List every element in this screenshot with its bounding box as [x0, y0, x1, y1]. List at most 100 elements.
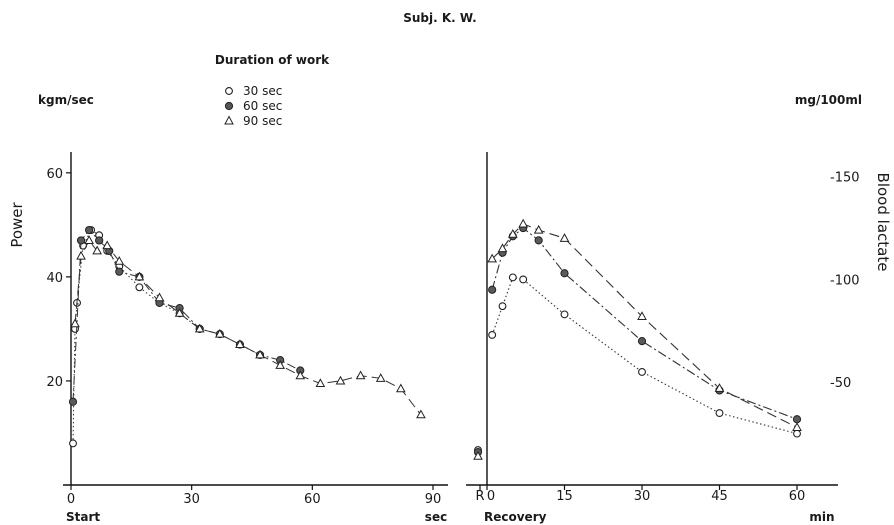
right-data-point [488, 330, 497, 339]
right-rest-point [473, 450, 483, 460]
right-data-point [559, 233, 570, 242]
right-data-point [560, 269, 569, 278]
left-y-tick-label: 20 [46, 375, 63, 390]
left-data-point [315, 378, 326, 388]
right-data-point [534, 236, 543, 245]
filled-circle-icon [224, 101, 234, 111]
left-y-unit: kgm/sec [38, 93, 94, 107]
right-data-point [508, 273, 517, 282]
right-data-point [638, 367, 646, 376]
left-x-tick-label: 0 [67, 492, 75, 507]
left-x-tick-label: 30 [183, 492, 200, 507]
left-data-point [134, 271, 145, 281]
left-data-point [335, 375, 346, 385]
left-data-point [92, 245, 102, 255]
right-data-point [518, 218, 529, 228]
right-series-60-sec [473, 223, 802, 457]
left-data-point [214, 328, 225, 338]
right-x-tick-label: 0 [487, 489, 495, 504]
left-data-point [85, 225, 94, 235]
right-data-point [497, 243, 508, 253]
left-data-point [375, 373, 386, 382]
right-data-point [793, 429, 801, 438]
right-series-line [491, 276, 798, 435]
right-y-tick-label: -100 [830, 273, 860, 288]
right-y-tick-label: -50 [830, 376, 851, 391]
right-data-point [714, 383, 725, 392]
left-x-tick-label: 90 [425, 492, 442, 507]
left-data-point [355, 370, 366, 380]
right-x-tick-label: 30 [634, 489, 651, 504]
right-data-point [792, 415, 802, 424]
left-x-unit: sec [425, 510, 447, 524]
left-data-point [295, 370, 306, 380]
right-x-tick-label: 60 [789, 489, 806, 504]
left-x-tick-label: 60 [304, 492, 321, 507]
left-data-point [174, 308, 185, 317]
right-x-unit: min [809, 510, 834, 524]
chart-title: Subj. K. W. [403, 11, 476, 25]
left-data-point [102, 240, 113, 250]
right-y-unit: mg/100ml [795, 93, 862, 107]
left-series-line [72, 229, 301, 402]
legend: Duration of work 30 sec 60 sec 90 sec [215, 53, 330, 128]
left-y-tick-label: 40 [46, 271, 63, 286]
left-data-point [68, 397, 78, 406]
right-x-start-label: Recovery [484, 510, 547, 524]
left-data-point [69, 439, 77, 448]
left-series-line [74, 239, 422, 416]
legend-label-90: 90 sec [243, 114, 282, 128]
right-data-point [519, 275, 528, 284]
right-y-label: Blood lactate [874, 173, 892, 272]
left-data-point [255, 349, 265, 359]
right-data-point [560, 310, 569, 319]
legend-entry-60: 60 sec [224, 99, 282, 113]
right-data-point [792, 422, 802, 431]
right-x-tick-label: 45 [711, 489, 728, 504]
left-data-point [194, 323, 205, 333]
left-series-90-sec [70, 235, 426, 419]
left-data-point [395, 383, 406, 393]
left-panel-power: 0 30 60 90 20 40 60 [46, 152, 448, 507]
right-data-point [637, 311, 647, 320]
right-panel-blood-lactate: 0 15 30 45 60 -50 -100 -150 [466, 152, 860, 504]
left-data-point [115, 267, 124, 276]
right-data-point [533, 224, 544, 234]
open-circle-icon [225, 87, 233, 95]
right-series-30-sec [474, 273, 801, 455]
legend-entry-30: 30 sec [225, 84, 282, 98]
right-series-line [491, 227, 798, 420]
legend-entry-90: 90 sec [224, 114, 282, 128]
legend-title: Duration of work [215, 53, 330, 67]
right-series-90-sec [473, 218, 802, 460]
right-data-point [715, 409, 724, 418]
left-x-start-label: Start [66, 510, 100, 524]
right-data-point [507, 228, 518, 238]
left-data-point [95, 236, 104, 245]
rest-tick-label: R [475, 489, 484, 504]
left-data-point [114, 256, 125, 265]
right-y-tick-label: -150 [830, 171, 860, 186]
left-data-point [84, 235, 94, 244]
left-y-label: Power [8, 201, 26, 247]
right-data-point [488, 285, 497, 294]
left-data-point [76, 250, 86, 260]
left-data-point [70, 318, 80, 328]
open-triangle-icon [224, 115, 234, 125]
right-x-tick-label: 15 [556, 489, 573, 504]
right-data-point [487, 253, 498, 263]
legend-label-60: 60 sec [243, 99, 282, 113]
left-data-point [135, 283, 144, 292]
left-data-point [416, 409, 426, 419]
right-data-point [498, 302, 507, 311]
left-data-point [235, 339, 245, 349]
left-data-point [154, 292, 165, 302]
legend-label-30: 30 sec [243, 84, 282, 98]
left-series-30-sec [69, 226, 204, 448]
right-data-point [637, 337, 647, 346]
right-series-line [491, 223, 798, 428]
left-data-point [275, 360, 286, 369]
left-data-point [76, 236, 86, 245]
left-series-line [72, 229, 201, 444]
